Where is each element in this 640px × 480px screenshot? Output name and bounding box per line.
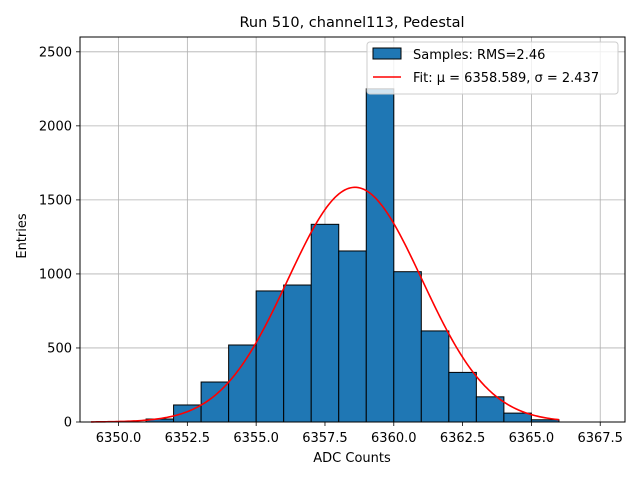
x-tick-label: 6352.5 bbox=[165, 431, 211, 446]
x-axis-ticks: 6350.0 6352.5 6355.0 6357.5 6360.0 6362.5 6365… bbox=[96, 422, 623, 446]
histogram-bar bbox=[310, 223, 340, 423]
x-tick-label: 6367.5 bbox=[577, 431, 623, 446]
x-axis-label: ADC Counts bbox=[313, 451, 391, 466]
legend-box bbox=[366, 41, 619, 95]
y-tick-label: 500 bbox=[47, 341, 72, 356]
x-tick-label: 6350.0 bbox=[96, 431, 142, 446]
histogram-bar bbox=[338, 250, 367, 423]
y-tick-label: 0 bbox=[64, 416, 72, 431]
histogram-bar bbox=[475, 396, 505, 423]
y-tick-label: 1500 bbox=[39, 193, 72, 208]
y-tick-label: 1000 bbox=[39, 267, 72, 282]
histogram-bar bbox=[503, 412, 532, 423]
chart-title: Run 510, channel113, Pedestal bbox=[239, 15, 464, 31]
legend-label-samples: Samples: RMS=2.46 bbox=[413, 48, 545, 63]
histogram-bar bbox=[283, 284, 312, 423]
legend-label-fit: Fit: μ = 6358.589, σ = 2.437 bbox=[413, 71, 599, 86]
y-tick-label: 2000 bbox=[39, 119, 72, 134]
histogram-bar bbox=[200, 381, 230, 423]
y-tick-label: 2500 bbox=[39, 45, 72, 60]
y-axis-label: Entries bbox=[15, 213, 30, 259]
plot-frame bbox=[79, 36, 626, 423]
legend-swatch-samples bbox=[372, 47, 402, 60]
x-tick-label: 6362.5 bbox=[440, 431, 486, 446]
histogram-bar bbox=[365, 88, 395, 423]
gaussian-fit-line bbox=[91, 186, 560, 423]
x-tick-label: 6360.0 bbox=[371, 431, 417, 446]
histogram-bar bbox=[420, 330, 450, 423]
legend: Samples: RMS=2.46 Fit: μ = 6358.589, σ = … bbox=[366, 41, 619, 95]
histogram-bar bbox=[393, 271, 422, 423]
fit-curve-group bbox=[91, 186, 560, 423]
x-tick-label: 6355.0 bbox=[233, 431, 279, 446]
histogram-bar bbox=[255, 290, 285, 423]
histogram-bar bbox=[228, 344, 257, 423]
x-tick-label: 6365.0 bbox=[509, 431, 555, 446]
y-axis-ticks: 0 500 1000 1500 2000 2500 bbox=[39, 45, 80, 431]
x-tick-label: 6357.5 bbox=[302, 431, 348, 446]
histogram-bar bbox=[448, 371, 477, 423]
